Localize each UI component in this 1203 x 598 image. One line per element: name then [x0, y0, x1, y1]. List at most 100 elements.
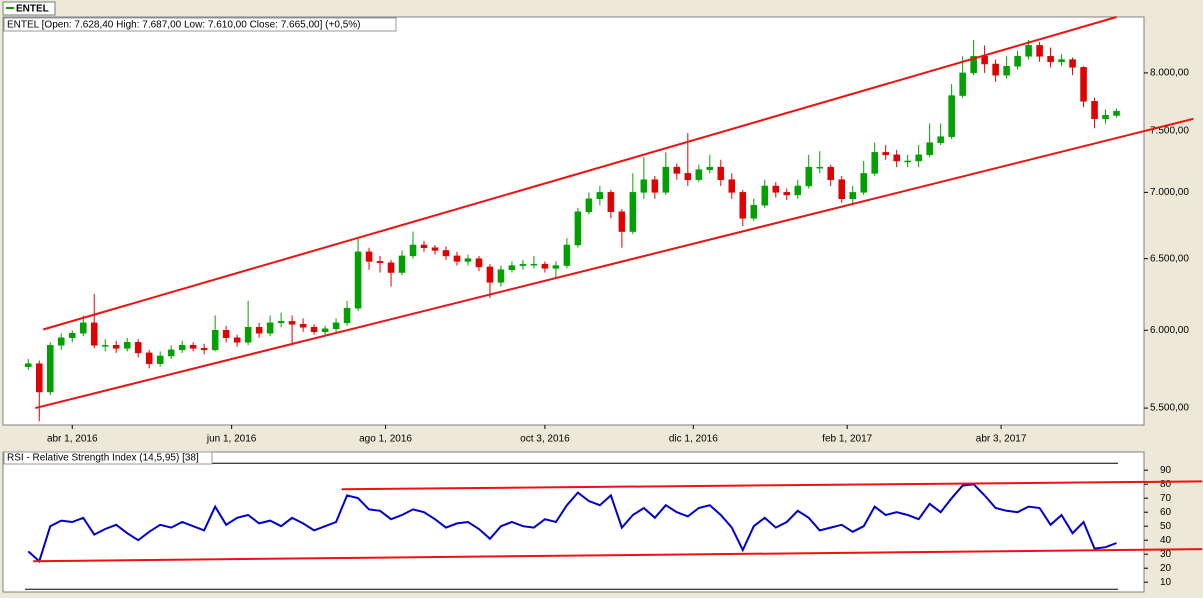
candle-body — [750, 204, 758, 219]
candle-body — [783, 192, 791, 196]
trend-line — [35, 117, 1194, 410]
candle-body — [420, 244, 428, 248]
rsi-legend-box — [3, 451, 213, 465]
rsi-title: RSI - Relative Strength Index (14,5,95) … — [7, 453, 199, 464]
y-tick-label: 10 — [1160, 577, 1172, 588]
candle-body — [266, 322, 274, 334]
candle-body — [882, 152, 889, 156]
x-tick-label: abr 3, 2017 — [976, 434, 1027, 445]
candle-body — [376, 261, 384, 264]
candle-body — [618, 211, 626, 232]
candle-body — [926, 142, 933, 156]
tab-label[interactable]: ENTEL — [16, 4, 49, 15]
candle-body — [332, 322, 340, 330]
candle-body — [288, 321, 296, 325]
candle-body — [1058, 59, 1065, 63]
x-tick-label: ago 1, 2016 — [359, 434, 412, 445]
candle-body — [794, 185, 802, 196]
candle-body — [717, 166, 725, 180]
candle-body — [739, 192, 747, 219]
candle-body — [893, 154, 900, 162]
candle-body — [321, 328, 329, 332]
candle-body — [915, 154, 922, 162]
candle-body — [849, 192, 856, 200]
candle-body — [156, 355, 164, 364]
candle-body — [574, 211, 582, 246]
candle-body — [640, 179, 648, 193]
candle-body — [398, 255, 406, 273]
candle-body — [1080, 67, 1087, 102]
y-tick-label: 7.000,00 — [1150, 187, 1189, 198]
candle-body — [409, 244, 417, 257]
candle-body — [530, 263, 538, 266]
candle-body — [552, 265, 560, 269]
candle-body — [706, 166, 714, 170]
candle-body — [244, 327, 252, 343]
candle-body — [838, 179, 845, 200]
candle-body — [57, 337, 65, 346]
candle-body — [519, 263, 527, 266]
candle-body — [1036, 45, 1043, 57]
y-tick-label: 80 — [1160, 479, 1172, 490]
candle-body — [651, 179, 659, 193]
candle-body — [134, 342, 142, 354]
y-tick-label: 60 — [1160, 507, 1172, 518]
candle-body — [904, 160, 911, 163]
candle-body — [310, 327, 318, 332]
candle-body — [1014, 56, 1021, 67]
y-tick-label: 30 — [1160, 549, 1172, 560]
trend-line — [341, 480, 1203, 491]
y-tick-label: 5.500,00 — [1150, 403, 1189, 414]
candle-body — [101, 345, 109, 347]
candle-body — [541, 263, 549, 269]
candle-body — [596, 192, 604, 200]
candle-body — [145, 352, 153, 364]
candle-body — [475, 258, 483, 268]
legend-box — [3, 17, 397, 32]
rsi-panel — [2, 451, 1145, 593]
candle-body — [123, 342, 131, 349]
candle-body — [805, 166, 813, 187]
candle-body — [343, 307, 351, 324]
candle-body — [629, 192, 637, 232]
candle-body — [937, 136, 944, 143]
candle-body — [607, 192, 615, 212]
candle-body — [189, 345, 197, 349]
candle-body — [354, 251, 362, 309]
candle-body — [46, 345, 54, 393]
candle-body — [1047, 56, 1054, 63]
y-tick-label: 70 — [1160, 493, 1172, 504]
price-panel — [2, 16, 1145, 426]
candle-body — [1113, 110, 1120, 116]
y-tick-label: 6.000,00 — [1150, 325, 1189, 336]
candle-body — [563, 244, 571, 266]
candle-body — [761, 185, 769, 206]
candle-body — [36, 363, 43, 393]
candle-body — [981, 56, 988, 65]
y-tick-label: 50 — [1160, 521, 1172, 532]
candle-body — [948, 95, 955, 137]
candle-body — [299, 324, 307, 328]
candle-body — [970, 56, 977, 74]
candle-body — [1003, 65, 1010, 76]
candle-body — [233, 337, 241, 343]
candle-body — [673, 166, 681, 174]
candle-body — [728, 179, 736, 193]
candle-body — [222, 330, 230, 338]
candle-body — [431, 247, 439, 251]
candle-body — [1091, 101, 1098, 120]
candle-body — [442, 250, 450, 257]
candle-body — [68, 332, 76, 338]
candle-body — [992, 63, 999, 76]
x-tick-label: feb 1, 2017 — [822, 434, 872, 445]
tab[interactable] — [2, 1, 56, 16]
candle-body — [387, 262, 395, 273]
candle-body — [662, 166, 670, 193]
candle-body — [816, 166, 824, 169]
candle-body — [508, 265, 516, 270]
candle-body — [112, 345, 120, 349]
candle-body — [684, 173, 692, 180]
candle-body — [871, 152, 878, 174]
candle-body — [453, 255, 461, 262]
y-tick-label: 40 — [1160, 535, 1172, 546]
